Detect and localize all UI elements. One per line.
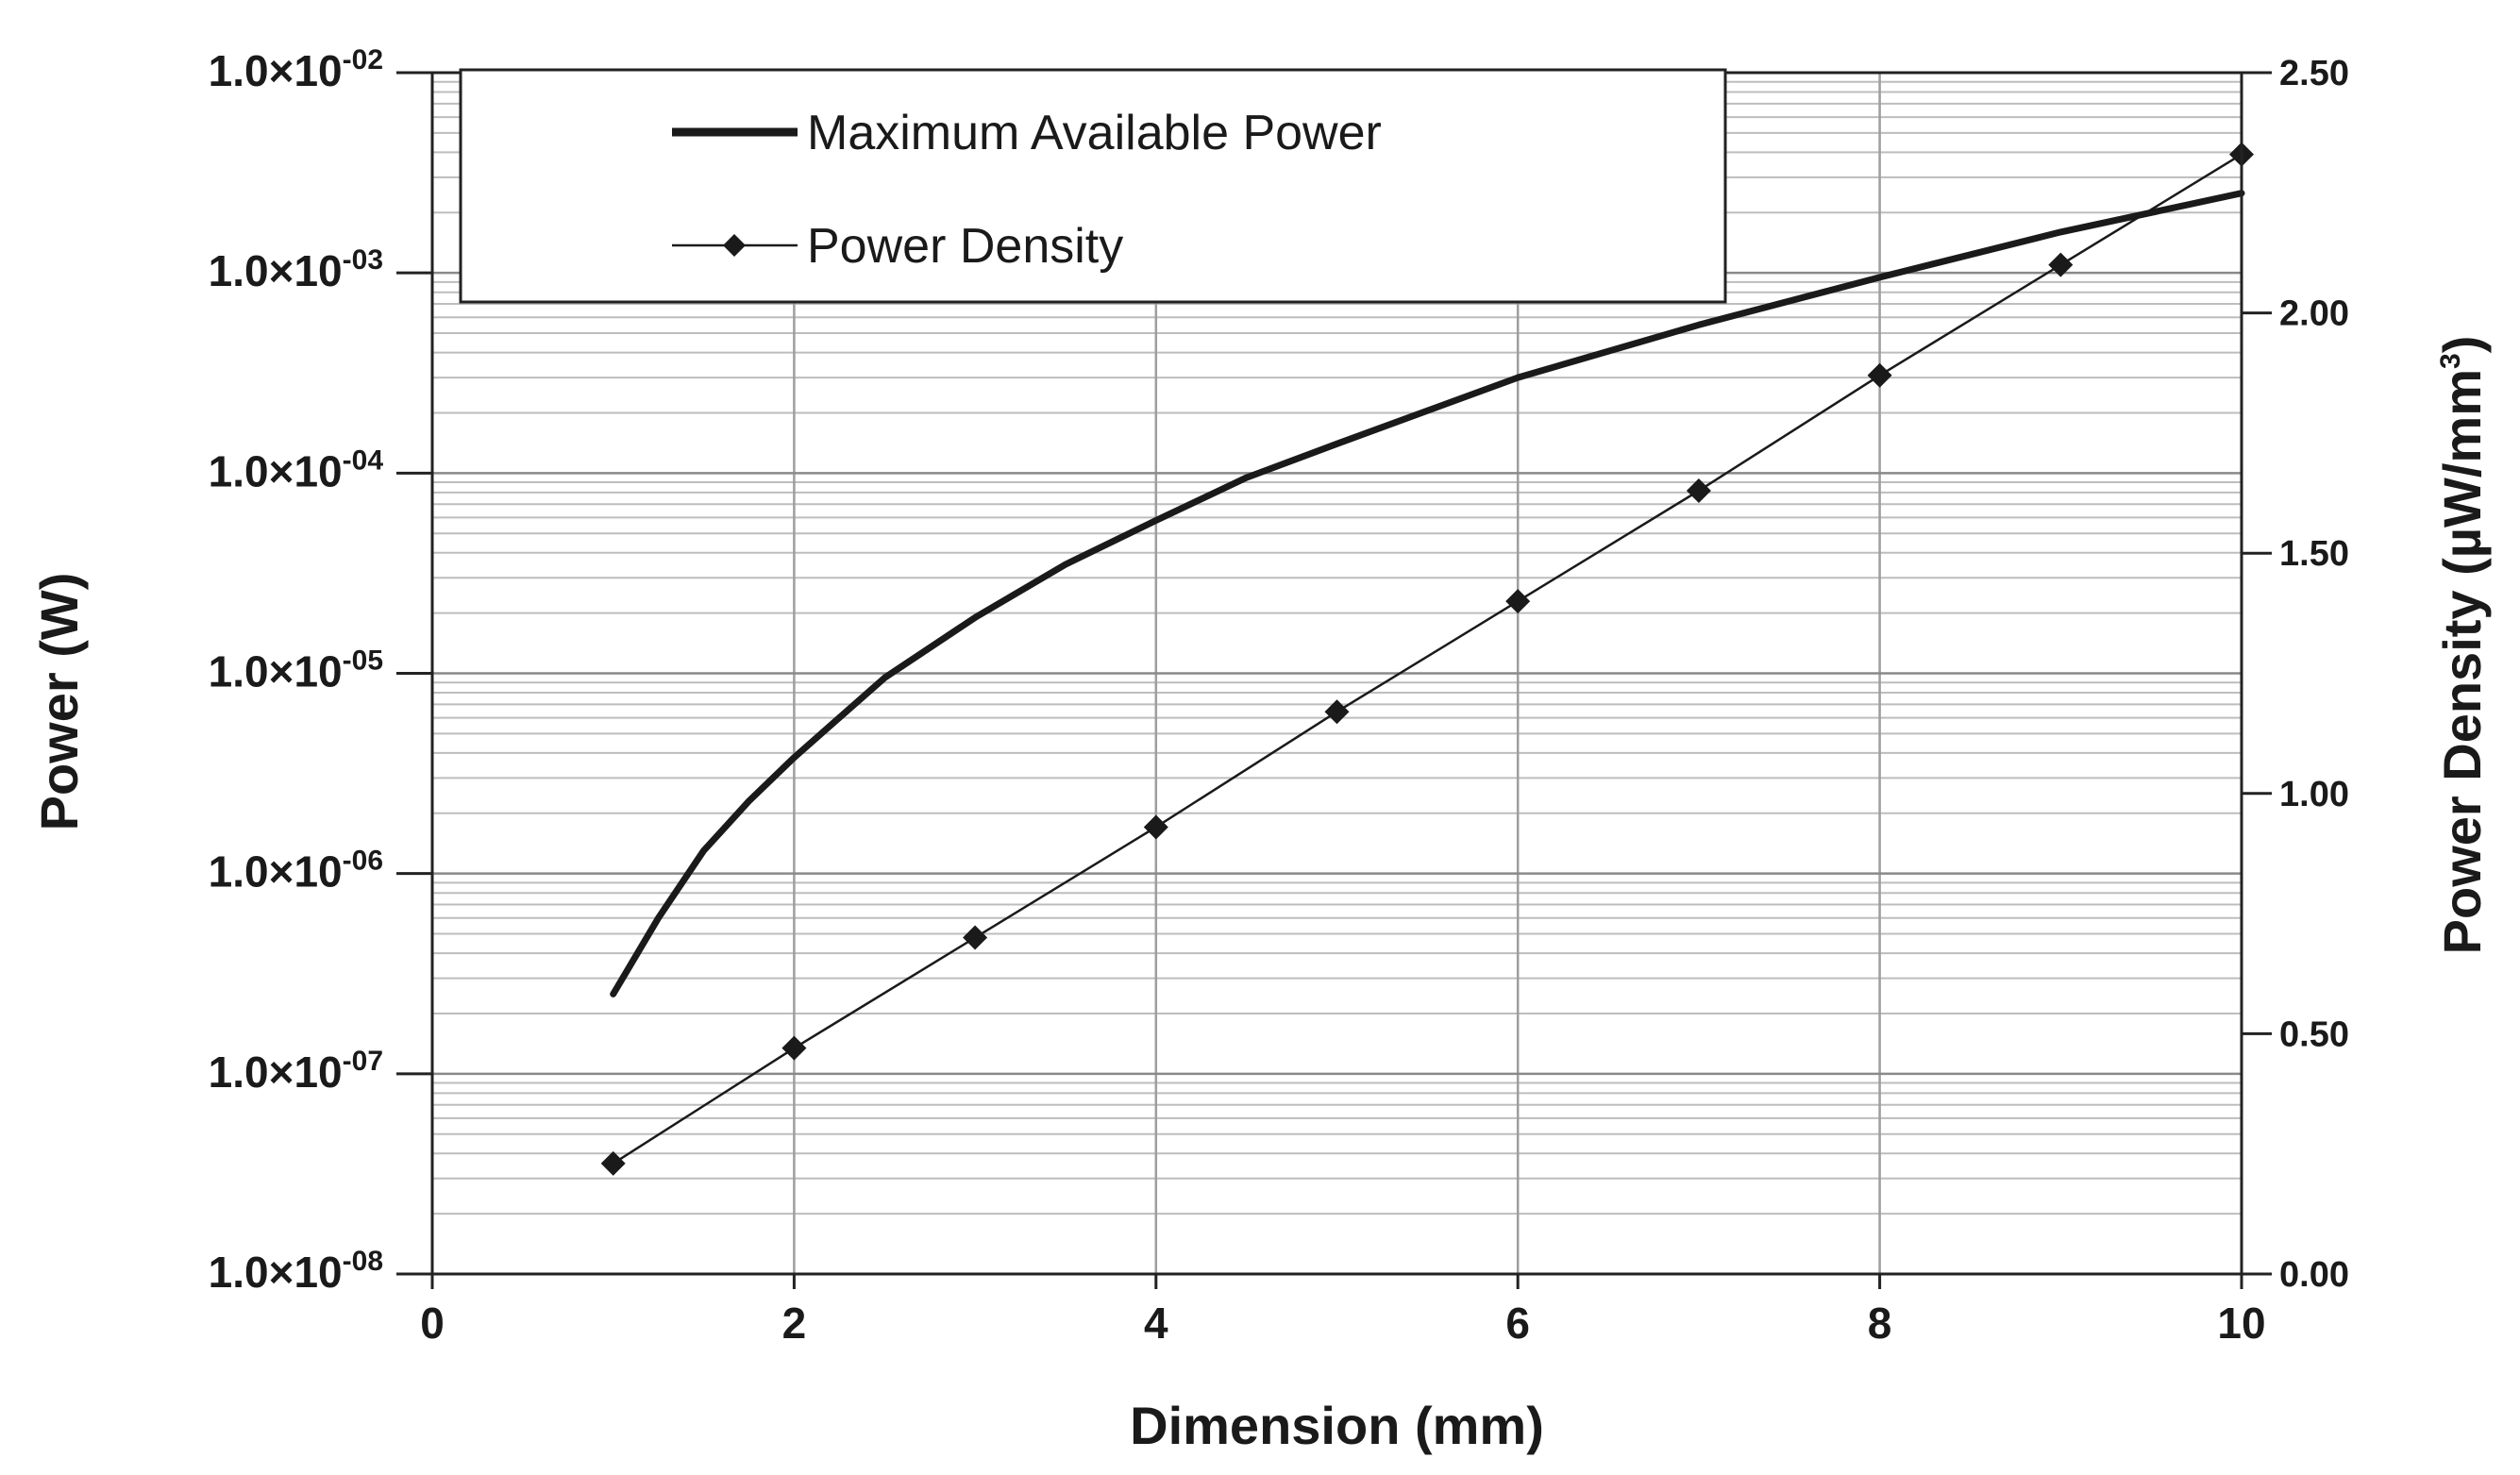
- x-axis-title: Dimension (mm): [1130, 1396, 1544, 1455]
- y-left-tick-label: 1.0×10-05: [209, 645, 383, 696]
- axes-layer: 0 2 4 6 8 10 1.0×10-08 1.0×10-07 1.0×10-06 1.0×10…: [209, 44, 2349, 1348]
- data-point-power-density: [2048, 252, 2074, 277]
- y-left-tick-label: 1.0×10-02: [209, 44, 383, 95]
- data-point-power-density: [781, 1035, 807, 1061]
- data-point-power-density: [600, 1150, 626, 1176]
- y-axis-right-title-close: ): [2432, 336, 2492, 354]
- series-line-maximum-available-power: [610, 190, 2245, 997]
- y-right-tick-label: 1.00: [2279, 775, 2349, 814]
- legend-marker-power-density: [723, 234, 746, 257]
- y-right-tick-label: 0.50: [2279, 1014, 2349, 1054]
- data-point-power-density: [1867, 362, 1892, 388]
- legend-label-maximum-available-power: Maximum Available Power: [807, 106, 1382, 160]
- legend-box: [459, 68, 1727, 304]
- y-right-tick-label: 2.50: [2279, 54, 2349, 93]
- x-tick-label: 2: [782, 1299, 807, 1348]
- series-line-power-density: [612, 153, 2243, 1165]
- y-right-tick-label: 0.00: [2279, 1255, 2349, 1295]
- x-tick-label: 0: [420, 1299, 445, 1348]
- data-point-power-density: [1686, 478, 1711, 504]
- legend: Maximum Available Power Power Density: [459, 68, 1727, 304]
- minor-gridlines: [432, 80, 2242, 1215]
- y-right-tick-label: 2.00: [2279, 294, 2349, 334]
- y-axis-right-title-sup: 3: [2435, 353, 2466, 369]
- y-left-tick-label: 1.0×10-04: [209, 444, 384, 495]
- legend-label-power-density: Power Density: [807, 219, 1123, 274]
- y-left-tick-label: 1.0×10-06: [209, 846, 383, 897]
- series-layer: [600, 142, 2254, 1176]
- data-point-power-density: [1324, 699, 1350, 725]
- y-axis-right-title-main: Power Density (µW/mm: [2432, 369, 2492, 954]
- x-tick-label: 10: [2217, 1299, 2265, 1348]
- x-tick-label: 8: [1868, 1299, 1892, 1348]
- data-point-power-density: [1143, 814, 1168, 840]
- y-right-tick-label: 1.50: [2279, 534, 2349, 574]
- x-tick-label: 6: [1505, 1299, 1530, 1348]
- y-axis-left-title: Power (W): [29, 573, 89, 831]
- y-left-tick-label: 1.0×10-07: [209, 1046, 383, 1097]
- y-left-tick-label: 1.0×10-03: [209, 244, 383, 295]
- data-point-power-density: [963, 925, 988, 950]
- x-tick-label: 4: [1144, 1299, 1168, 1348]
- y-axis-right-title: Power Density (µW/mm3): [2432, 336, 2492, 955]
- data-point-power-density: [1505, 589, 1531, 614]
- y-left-tick-label: 1.0×10-08: [209, 1246, 383, 1297]
